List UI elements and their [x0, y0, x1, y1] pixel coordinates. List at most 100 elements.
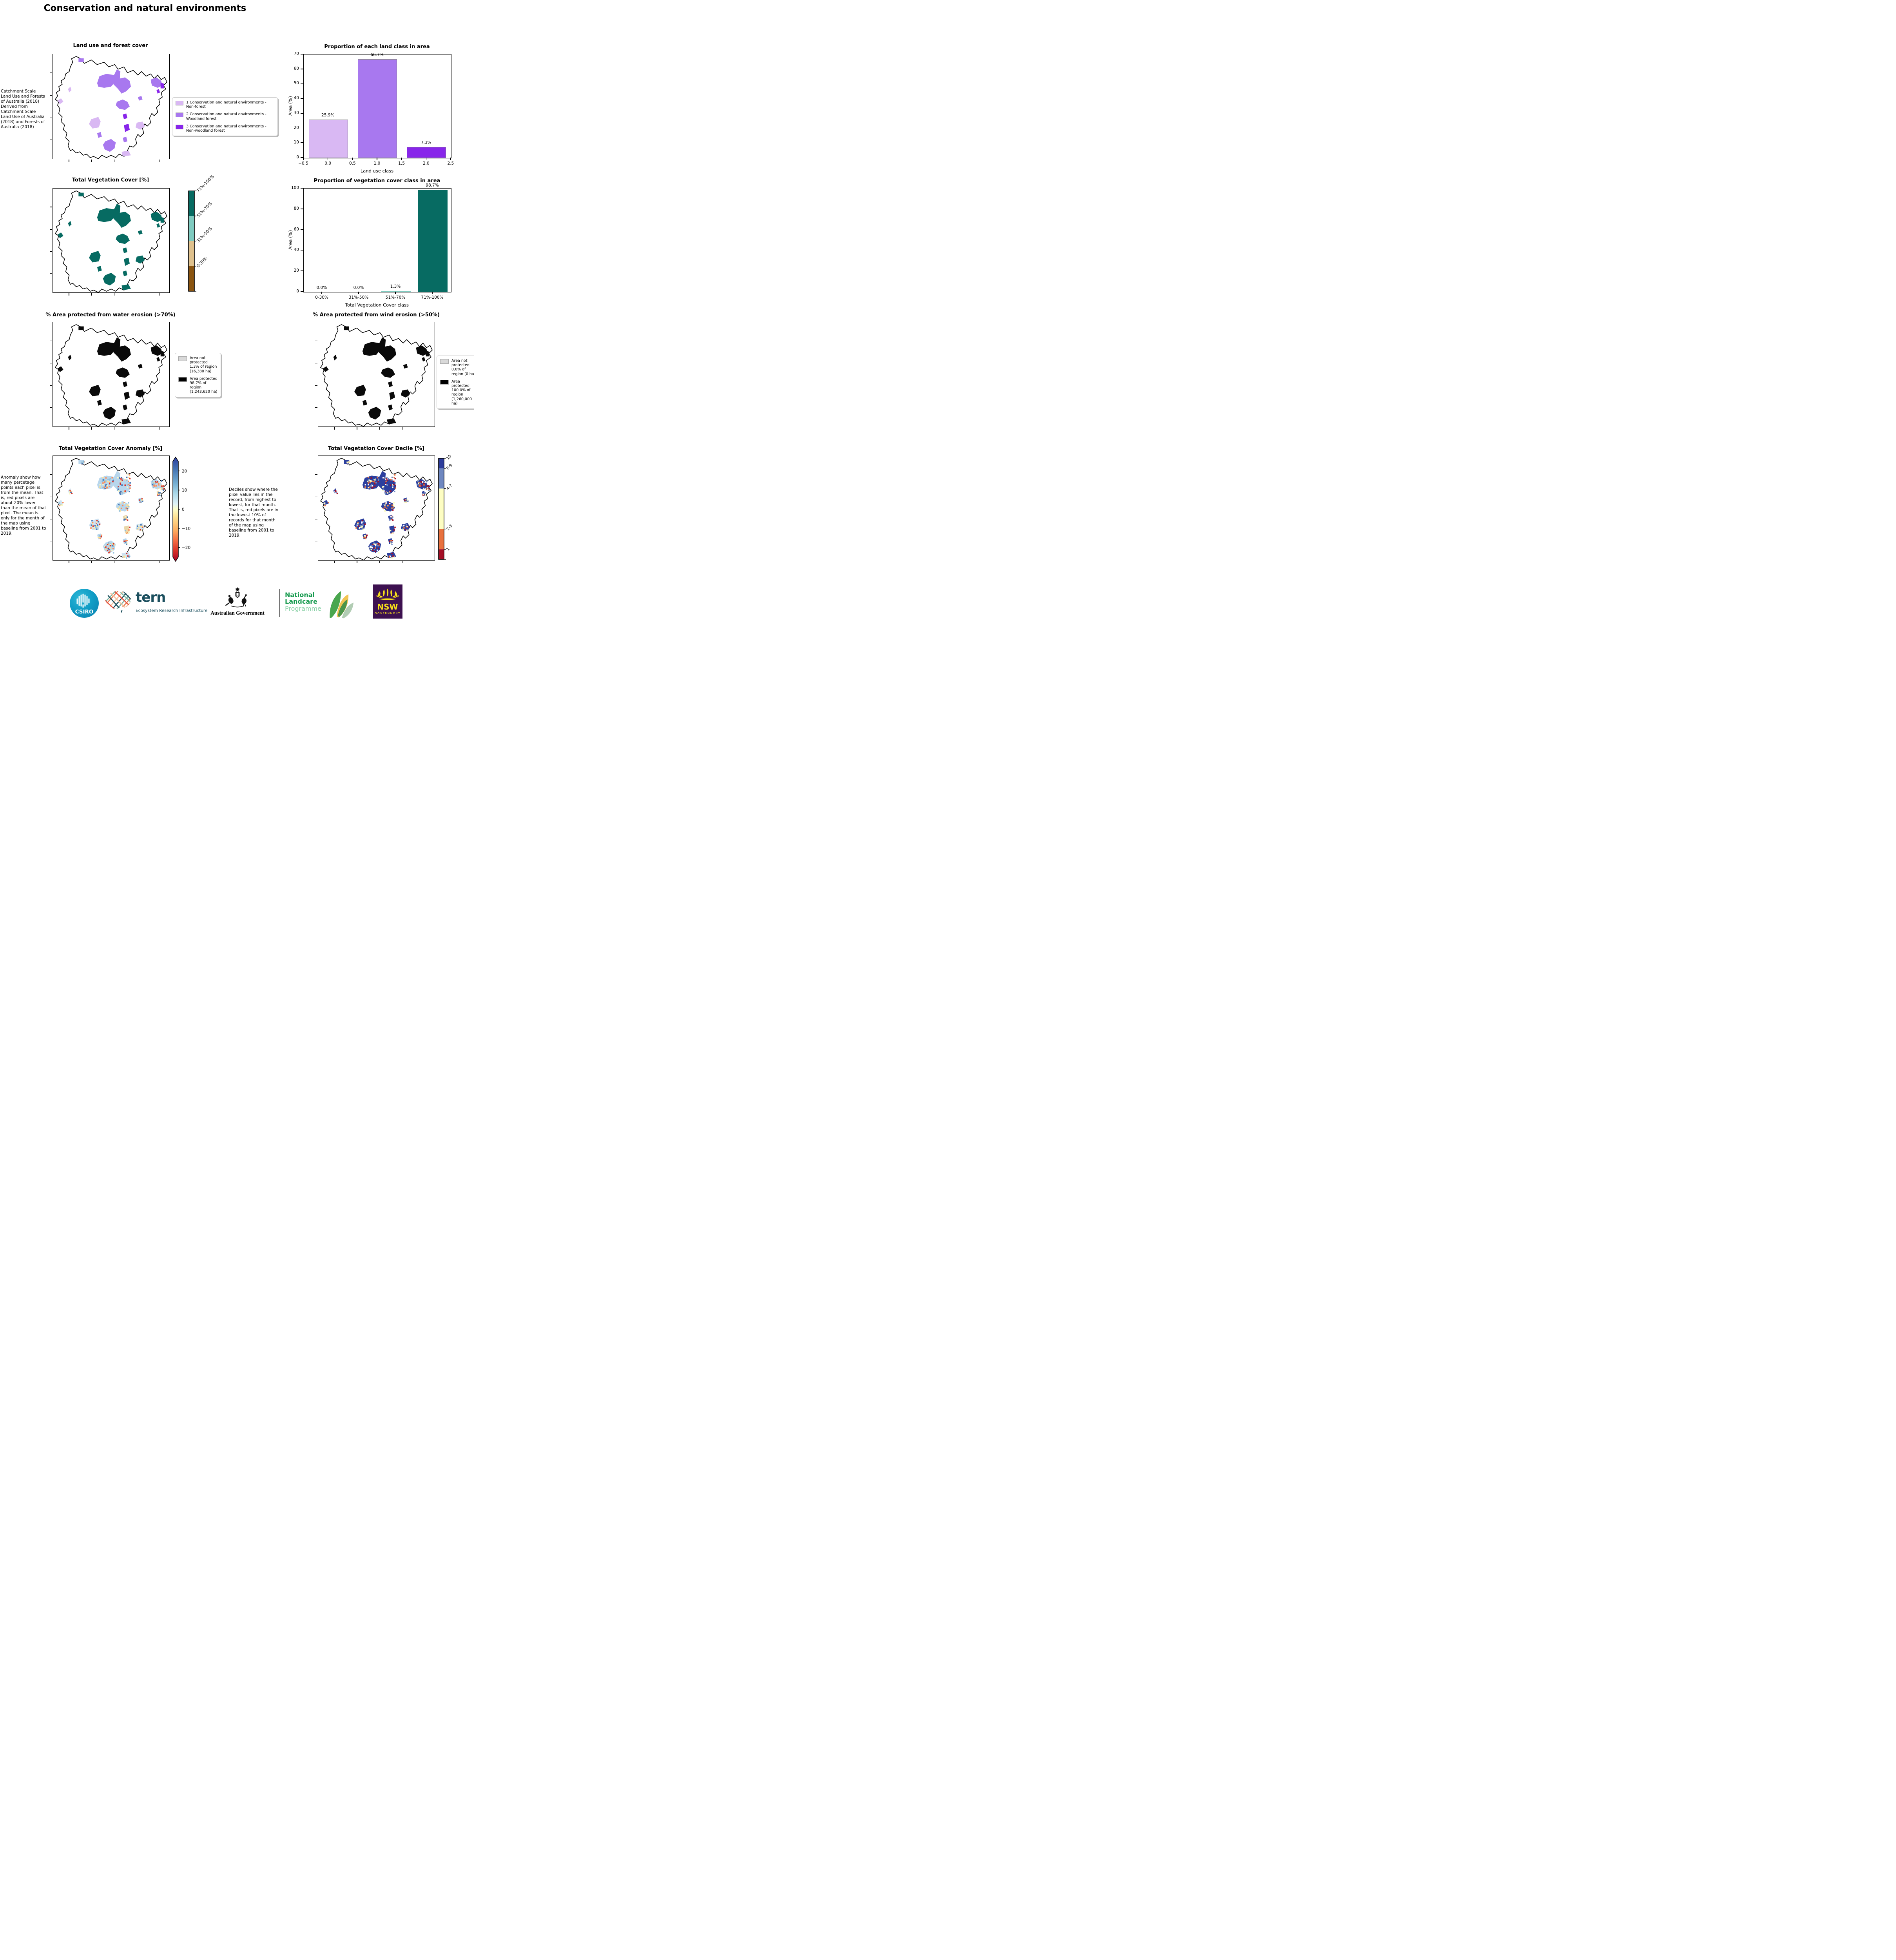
- chart-veg-cover-proportion: Proportion of vegetation cover class in …: [286, 178, 470, 309]
- colorbar-segment-label: 31%-50%: [196, 226, 213, 243]
- panel-title-decile: Total Vegetation Cover Decile [%]: [328, 446, 424, 452]
- colorbar-segment-label: 0-30%: [196, 256, 208, 269]
- map-axis-tick: [315, 541, 317, 542]
- map-axis-tick: [114, 160, 115, 162]
- legend-swatch: [440, 359, 449, 364]
- map-total-vegetation-cover: [50, 188, 170, 296]
- y-tick-label: 30: [294, 110, 299, 115]
- y-tick-mark: [301, 142, 303, 143]
- map-axis-tick: [424, 561, 426, 563]
- chart-title: Proportion of vegetation cover class in …: [314, 178, 440, 184]
- bar-value-label: 66.7%: [370, 53, 384, 58]
- x-tick-mark: [321, 292, 322, 294]
- nsw-wordmark: NSW: [377, 602, 398, 612]
- map-axis-tick: [379, 561, 380, 563]
- panel-title-wind-erosion: % Area protected from wind erosion (>50%…: [313, 312, 440, 318]
- x-tick-label: 31%-50%: [348, 295, 369, 300]
- map-axis-tick: [334, 427, 335, 430]
- map-axis-tick: [91, 160, 92, 162]
- map-axis-tick: [50, 251, 52, 252]
- y-axis-label: Area (%): [288, 230, 293, 250]
- map2-svg: [53, 189, 169, 292]
- australian-coat-of-arms-icon: [225, 587, 247, 608]
- y-axis-label: Area (%): [288, 96, 293, 116]
- bar: [357, 59, 397, 158]
- chart-plot-area: [303, 54, 451, 158]
- y-tick-mark: [301, 98, 303, 99]
- bar-value-label: 25.9%: [321, 113, 335, 118]
- tern-australia-icon: [105, 591, 131, 613]
- anomaly-tick-label: −20: [182, 546, 190, 550]
- legend-item-label: 1 Conservation and natural environments …: [186, 100, 266, 109]
- map-axis-tick: [50, 385, 52, 386]
- legend-item-label: 2 Conservation and natural environments …: [186, 112, 266, 121]
- x-tick-mark: [358, 292, 359, 294]
- map-axis-tick: [114, 561, 115, 563]
- map-axis-tick: [91, 427, 92, 430]
- colorbar-decile: 10 8-9 4-7 2-3 1: [438, 454, 474, 560]
- csiro-wordmark: CSIRO: [75, 609, 94, 615]
- anomaly-tick-label: 20: [182, 469, 187, 474]
- map-axis-tick: [50, 519, 52, 520]
- x-tick-label: 1.5: [398, 161, 405, 166]
- map-axis-tick: [114, 293, 115, 296]
- bar-value-label: 7.3%: [421, 140, 431, 145]
- cbar-decile-svg: 10 8-9 4-7 2-3 1: [438, 454, 453, 560]
- panel-title-land-use: Land use and forest cover: [73, 43, 148, 49]
- australian-government-label: Australian Government: [210, 610, 265, 616]
- y-tick-mark: [301, 83, 303, 84]
- tern-wordmark: tern: [136, 590, 166, 605]
- panel-title-veg-cover: Total Vegetation Cover [%]: [72, 177, 149, 183]
- landcare-leaves-icon: [330, 591, 354, 619]
- bar-value-label: 1.3%: [390, 284, 401, 289]
- legend-item-label: 3 Conservation and natural environments …: [186, 124, 266, 133]
- colorbar-anomaly: 20 10 0 −10 −20: [171, 456, 203, 562]
- x-tick-mark: [352, 158, 353, 160]
- bar-value-label: 98.7%: [426, 183, 439, 188]
- decile-note: Deciles show where the pixel value lies …: [229, 487, 279, 538]
- colorbar-segment-label: 71%-100%: [196, 174, 215, 193]
- bar: [308, 120, 348, 158]
- legend-item-label: Area not protected 1.3% of region (16,38…: [190, 356, 217, 374]
- map-axis-tick: [136, 293, 138, 296]
- legend-item-label: Area protected 98.7% of region (1,243,62…: [190, 376, 218, 394]
- y-tick-label: 0: [296, 155, 299, 160]
- landcare-line-2: Landcare: [285, 598, 317, 606]
- legend-swatch: [176, 124, 183, 129]
- x-tick-label: 0.0: [324, 161, 331, 166]
- anomaly-note: Anomaly show how many percetage points e…: [1, 475, 46, 536]
- y-tick-mark: [301, 291, 303, 292]
- panel-title-water-erosion: % Area protected from water erosion (>70…: [45, 312, 176, 318]
- map-axis-tick: [50, 541, 52, 542]
- x-tick-label: 71%-100%: [421, 295, 444, 300]
- map-axis-tick: [424, 427, 426, 430]
- legend-water-erosion: Area not protected 1.3% of region (16,38…: [175, 353, 221, 397]
- y-tick-label: 50: [294, 81, 299, 86]
- map-axis-tick: [50, 95, 52, 96]
- chart-plot-area: [303, 188, 451, 292]
- x-tick-label: 51%-70%: [385, 295, 406, 300]
- map1-svg: [53, 54, 169, 159]
- y-tick-mark: [301, 250, 303, 251]
- bar-value-label: 0.0%: [316, 285, 327, 290]
- colorbar-segment-label: 8-9: [446, 463, 453, 471]
- map-axis-tick: [402, 561, 403, 563]
- colorbar-segment-label: 1: [446, 547, 450, 552]
- x-tick-mark: [303, 158, 304, 160]
- x-tick-label: 0.5: [349, 161, 356, 166]
- colorbar-segment-label: 10: [446, 454, 452, 461]
- map5-svg: [53, 456, 169, 560]
- map4-svg: [318, 322, 435, 426]
- panel-title-anomaly: Total Vegetation Cover Anomaly [%]: [58, 446, 163, 452]
- legend-item: Area protected 100.0% of region (1,260,0…: [440, 379, 474, 406]
- y-tick-label: 0: [296, 289, 299, 294]
- map-veg-cover-decile: [315, 456, 435, 563]
- legend-item: 2 Conservation and natural environments …: [176, 112, 274, 121]
- legend-item: 1 Conservation and natural environments …: [176, 100, 274, 109]
- bar: [381, 290, 411, 292]
- x-tick-mark: [426, 158, 427, 160]
- y-tick-label: 100: [291, 185, 299, 190]
- legend-item: Area not protected 0.0% of region (0 ha): [440, 359, 474, 376]
- x-tick-label: −0.5: [298, 161, 308, 166]
- map-axis-tick: [136, 427, 138, 430]
